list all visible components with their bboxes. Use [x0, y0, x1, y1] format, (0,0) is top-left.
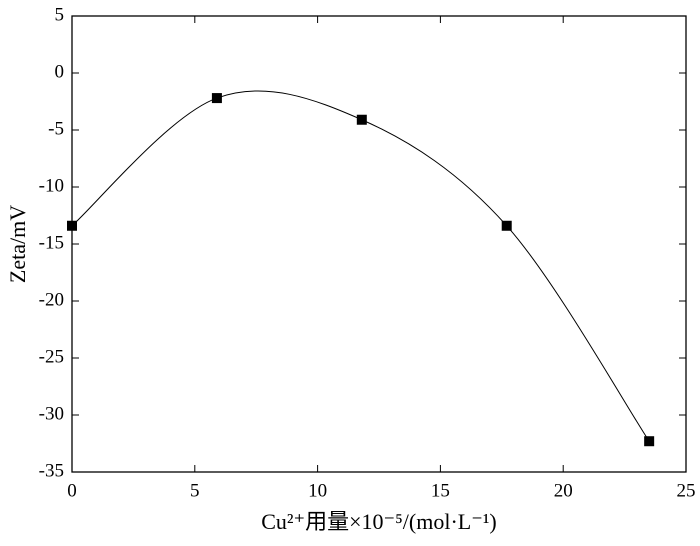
- y-tick-label: -15: [39, 232, 64, 253]
- data-point: [501, 220, 512, 231]
- x-tick-label: 5: [190, 480, 200, 501]
- data-point: [356, 114, 367, 125]
- y-tick-label: -10: [39, 175, 64, 196]
- data-point: [67, 220, 77, 231]
- plot-frame: [71, 15, 687, 473]
- data-point: [644, 436, 655, 447]
- x-tick-label: 25: [677, 480, 696, 501]
- x-tick-label: 15: [431, 480, 450, 501]
- x-tick-label: 10: [308, 480, 327, 501]
- y-tick-label: -35: [39, 460, 64, 481]
- y-tick-label: -5: [48, 118, 64, 139]
- series-line: [71, 90, 650, 442]
- y-tick-label: 0: [55, 61, 65, 82]
- y-tick-label: -25: [39, 346, 64, 367]
- y-axis-label: Zeta/mV: [5, 205, 30, 283]
- x-tick-label: 20: [554, 480, 573, 501]
- data-point: [211, 93, 222, 104]
- x-tick-label: 0: [67, 480, 77, 501]
- y-tick-label: -30: [39, 403, 64, 424]
- x-axis-label: Cu²⁺用量×10⁻⁵/(mol·L⁻¹): [261, 509, 497, 534]
- y-tick-label: 5: [55, 4, 65, 25]
- y-tick-label: -20: [39, 289, 64, 310]
